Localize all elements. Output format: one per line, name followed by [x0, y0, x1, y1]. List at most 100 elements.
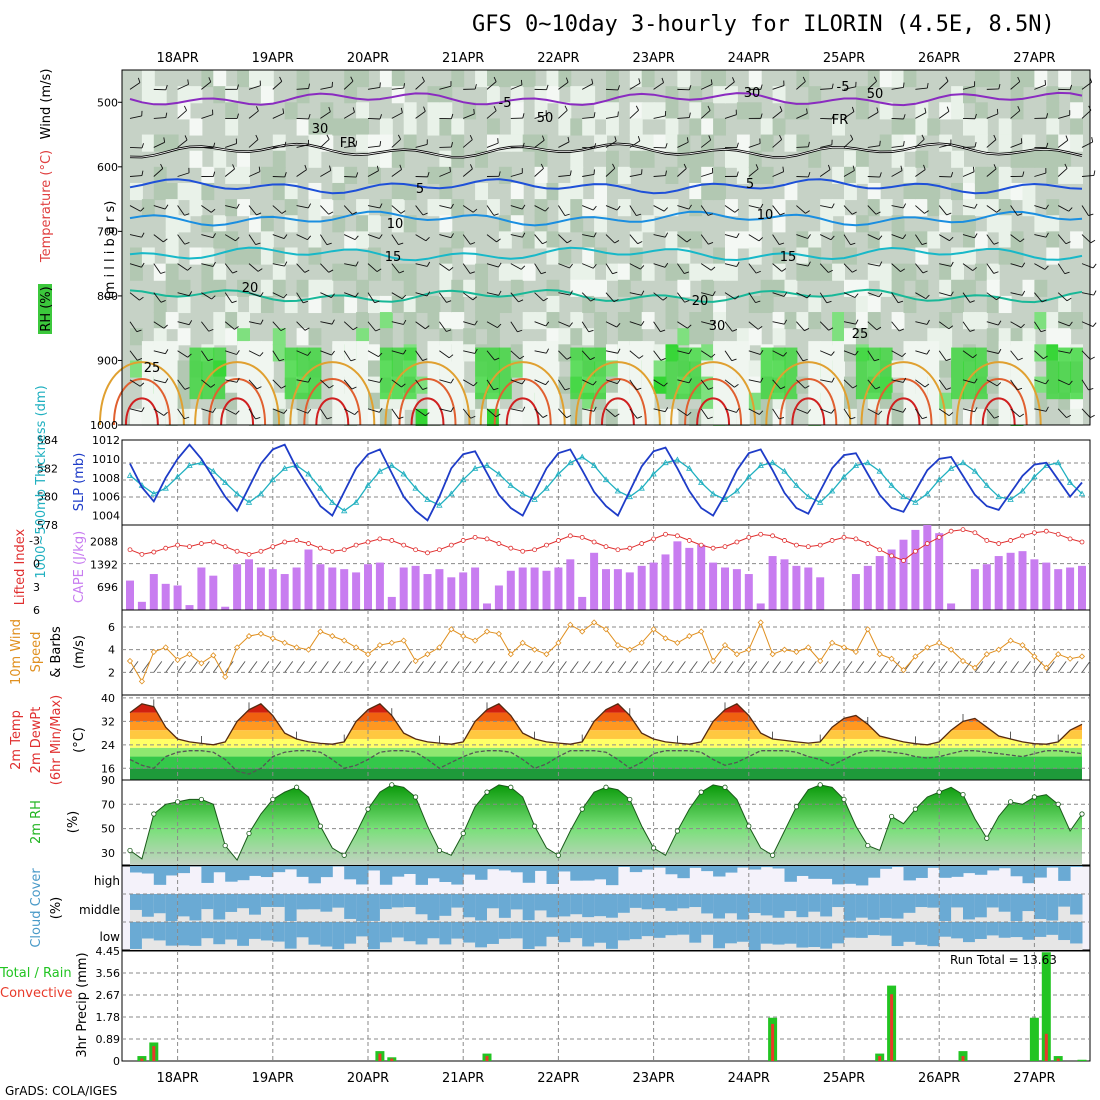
rh-cell	[1022, 182, 1036, 201]
li-point	[591, 539, 597, 545]
li-point	[663, 531, 668, 537]
rh-cell	[284, 182, 298, 201]
wind-barb	[915, 169, 926, 177]
cloud-bar	[225, 866, 238, 882]
wind-barb	[724, 292, 736, 300]
rh-cell	[820, 215, 834, 233]
warm-contour	[505, 397, 540, 426]
cloud-bar	[153, 866, 167, 885]
wind-barb-flag	[614, 240, 620, 244]
rh-cell	[225, 166, 239, 184]
thickness-point	[460, 476, 467, 483]
rh-cell	[130, 408, 143, 426]
thickness-point	[650, 470, 657, 477]
rh-cell	[772, 215, 786, 233]
thickness-point	[698, 479, 705, 485]
rh-cell	[582, 408, 596, 426]
wind-barb-flag	[638, 78, 641, 84]
rh-cell	[1022, 279, 1036, 297]
wind-barb	[415, 80, 425, 90]
rh-cell	[165, 215, 179, 233]
precip-conv-bar	[152, 1046, 156, 1061]
rh-cell	[629, 150, 643, 168]
rh-cell	[368, 344, 381, 362]
rh-cell	[855, 150, 869, 168]
rh-cell	[701, 182, 715, 201]
wind-barb	[462, 205, 474, 213]
wind-barb	[962, 263, 974, 271]
wind-barb	[1058, 379, 1070, 386]
cape-bar	[149, 574, 158, 610]
wind-barb	[344, 145, 357, 148]
rh-cell	[510, 408, 524, 426]
rh-point	[984, 835, 990, 841]
cloud-bar	[249, 922, 262, 939]
rh-cell	[713, 247, 726, 265]
wind10m-barb	[320, 661, 329, 673]
wind-barb	[320, 350, 332, 356]
rh-cell	[891, 70, 905, 88]
wind-barb	[153, 379, 166, 384]
warm-contour	[493, 378, 552, 426]
rh-cell	[986, 166, 1000, 184]
rh-cell	[1034, 376, 1048, 394]
rh-point	[175, 799, 181, 805]
li-point	[984, 538, 990, 543]
thickness-point	[721, 496, 729, 502]
rh-cell	[522, 231, 536, 249]
pressure-tick: 500	[97, 96, 118, 109]
rh-cell	[986, 70, 1000, 88]
rh-cell	[772, 263, 786, 281]
wind-barb-flag	[637, 241, 643, 245]
rh-cell	[272, 328, 286, 346]
thickness-point	[1031, 473, 1038, 480]
pressure-tick: 600	[97, 161, 118, 174]
wind-barb	[962, 85, 975, 90]
wind-barb-flag	[974, 378, 978, 384]
wind-barb	[320, 86, 333, 90]
rh-cell	[439, 279, 453, 297]
rh-point	[1031, 794, 1038, 800]
wind-barb-flag	[779, 134, 783, 140]
wind-barb	[129, 205, 141, 212]
thickness-point	[674, 456, 681, 463]
wind-barb	[1010, 205, 1018, 216]
wind-barb-flag	[831, 113, 835, 120]
thickness-point	[162, 484, 169, 491]
wind-barb-flag	[473, 108, 475, 114]
rh-cell	[879, 102, 893, 120]
wind10m-barb	[415, 661, 424, 673]
wind-barb	[891, 263, 901, 272]
cape-bar	[530, 567, 539, 610]
cape-bar	[732, 569, 741, 610]
wind-barb	[986, 205, 997, 213]
cloud-bar	[272, 922, 286, 942]
thickness-point	[947, 465, 955, 471]
wind-barb	[320, 205, 329, 215]
rh-cell	[213, 70, 227, 88]
cape-bar	[875, 556, 884, 610]
wind-barb-flag	[1017, 105, 1021, 111]
rh-cell	[808, 312, 822, 330]
wind-barb-flag	[734, 295, 740, 300]
li-point	[151, 549, 157, 555]
isotherm-label: 20	[692, 294, 709, 309]
wind-barb-flag	[850, 134, 854, 140]
rh-cell	[368, 263, 381, 281]
wind-barb-flag	[449, 166, 451, 172]
rh-cell	[451, 279, 465, 297]
rh-cell	[1046, 215, 1060, 233]
rh-label: RH (%)	[39, 286, 54, 331]
rh-cell	[748, 231, 762, 249]
rh-cell	[165, 312, 179, 330]
wind-barb-flag	[234, 326, 239, 330]
wind-barb	[153, 168, 164, 177]
rh-cell	[260, 166, 274, 184]
cloud-bar	[915, 922, 928, 945]
rh-cell	[1034, 312, 1048, 330]
wind-barb-flag	[948, 412, 954, 417]
rh-cell	[594, 312, 607, 330]
wind-barb	[605, 116, 618, 119]
cloud-bar	[986, 894, 1000, 908]
